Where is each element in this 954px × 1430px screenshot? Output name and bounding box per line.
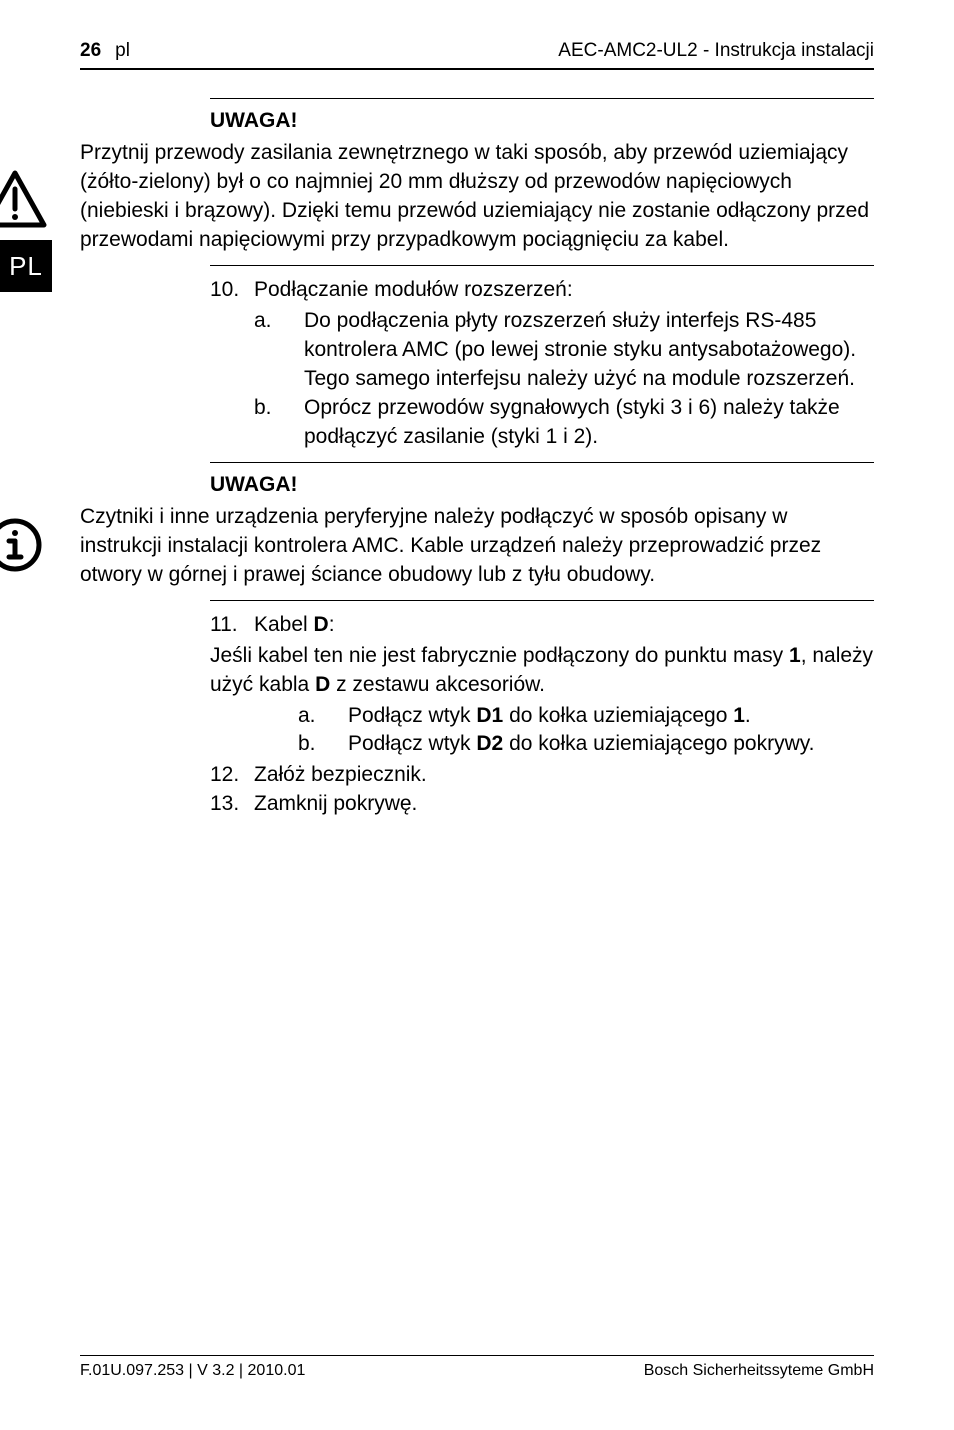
sublist-item-b: b. Podłącz wtyk D2 do kołka uziemiająceg… (298, 730, 874, 759)
text-fragment: do kołka uziemiającego pokrywy. (503, 732, 814, 755)
footer-left: F.01U.097.253 | V 3.2 | 2010.01 (80, 1362, 305, 1380)
divider (210, 600, 874, 601)
text-fragment: Podłącz wtyk (348, 704, 476, 727)
sublist-label: b. (254, 394, 304, 452)
sublist-item-a: a. Podłącz wtyk D1 do kołka uziemiająceg… (298, 702, 874, 731)
divider (210, 265, 874, 266)
page-lang-code: pl (115, 40, 130, 62)
text-bold: D (315, 673, 330, 696)
list-item-10: 10. Podłączanie modułów rozszerzeń: a. D… (210, 276, 874, 452)
list-item-12: 12. Załóż bezpiecznik. (210, 761, 874, 790)
list-item-text: Załóż bezpiecznik. (254, 761, 874, 790)
sublist-label: a. (298, 702, 348, 731)
warning-paragraph: Przytnij przewody zasilania zewnętrznego… (80, 139, 874, 255)
warning-block: Przytnij przewody zasilania zewnętrznego… (80, 139, 874, 255)
text-fragment: Podłącz wtyk (348, 732, 476, 755)
info-title: UWAGA! (210, 473, 874, 497)
content-area-2: 10. Podłączanie modułów rozszerzeń: a. D… (210, 265, 874, 497)
sublist-text: Do podłączenia płyty rozszerzeń służy in… (304, 307, 874, 394)
page-header: 26 pl AEC-AMC2-UL2 - Instrukcja instalac… (80, 40, 874, 70)
ordered-list-2: 11. Kabel D: (210, 611, 874, 640)
divider (210, 98, 874, 99)
sublist-label: a. (254, 307, 304, 394)
list-item-text: Zamknij pokrywę. (254, 790, 874, 819)
text-fragment: z zestawu akcesoriów. (330, 673, 545, 696)
warning-title: UWAGA! (210, 109, 874, 133)
page-number: 26 (80, 40, 101, 62)
text-fragment: : (329, 613, 335, 636)
sublist-text: Podłącz wtyk D1 do kołka uziemiającego 1… (348, 702, 874, 731)
list-number: 11. (210, 611, 254, 640)
sublist-11: a. Podłącz wtyk D1 do kołka uziemiająceg… (210, 702, 874, 760)
list-number: 12. (210, 761, 254, 790)
text-bold: D (314, 613, 329, 636)
sublist-text: Oprócz przewodów sygnałowych (styki 3 i … (304, 394, 874, 452)
divider (210, 462, 874, 463)
paragraph: Jeśli kabel ten nie jest fabrycznie podł… (210, 642, 874, 700)
list-item-13: 13. Zamknij pokrywę. (210, 790, 874, 819)
info-paragraph: Czytniki i inne urządzenia peryferyjne n… (80, 503, 874, 590)
list-item-text: Kabel D: (254, 611, 874, 640)
text-fragment: . (745, 704, 751, 727)
content-area: UWAGA! (210, 98, 874, 133)
info-block: Czytniki i inne urządzenia peryferyjne n… (80, 503, 874, 590)
text-bold: 1 (789, 644, 801, 667)
language-side-tab: PL (0, 240, 52, 292)
sublist-text: Podłącz wtyk D2 do kołka uziemiającego p… (348, 730, 874, 759)
page-header-title: AEC-AMC2-UL2 - Instrukcja instalacji (558, 40, 874, 62)
warning-icon (0, 139, 80, 229)
list-number: 10. (210, 276, 254, 452)
list-number: 13. (210, 790, 254, 819)
info-icon (0, 503, 80, 573)
sublist-item-b: b. Oprócz przewodów sygnałowych (styki 3… (254, 394, 874, 452)
sublist-label: b. (298, 730, 348, 759)
sublist-item-a: a. Do podłączenia płyty rozszerzeń służy… (254, 307, 874, 394)
text-fragment: Jeśli kabel ten nie jest fabrycznie podł… (210, 644, 789, 667)
text-bold: 1 (733, 704, 745, 727)
list-item-11: 11. Kabel D: (210, 611, 874, 640)
text-fragment: do kołka uziemiającego (503, 704, 733, 727)
footer-right: Bosch Sicherheitssyteme GmbH (644, 1362, 874, 1380)
text-fragment: Kabel (254, 613, 314, 636)
ordered-list: 10. Podłączanie modułów rozszerzeń: a. D… (210, 276, 874, 452)
text-bold: D2 (476, 732, 503, 755)
page-footer: F.01U.097.253 | V 3.2 | 2010.01 Bosch Si… (80, 1355, 874, 1380)
text-bold: D1 (476, 704, 503, 727)
sublist: a. Do podłączenia płyty rozszerzeń służy… (254, 307, 874, 452)
page: 26 pl AEC-AMC2-UL2 - Instrukcja instalac… (0, 0, 954, 1430)
content-area-3: 11. Kabel D: Jeśli kabel ten nie jest fa… (210, 600, 874, 820)
list-item-text: Podłączanie modułów rozszerzeń: (254, 278, 573, 301)
ordered-list-3: 12. Załóż bezpiecznik. 13. Zamknij pokry… (210, 761, 874, 819)
